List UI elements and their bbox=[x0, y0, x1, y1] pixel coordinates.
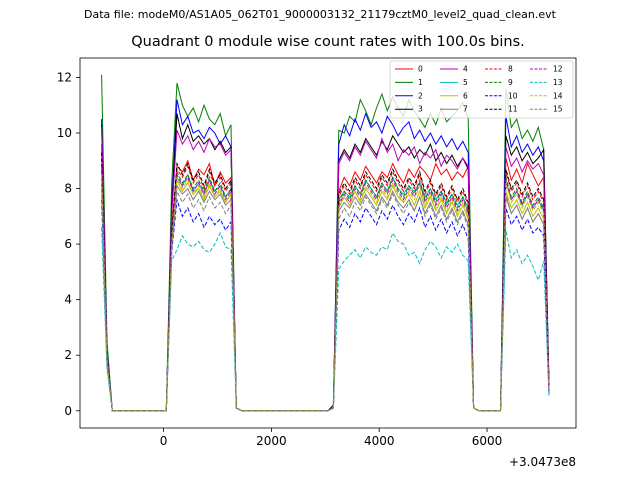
y-tick-label: 4 bbox=[64, 293, 72, 307]
series-line-1 bbox=[101, 74, 550, 412]
x-offset-label: +3.0473e8 bbox=[509, 455, 576, 469]
x-tick-label: 4000 bbox=[364, 434, 395, 448]
series-line-11 bbox=[101, 152, 550, 412]
x-axis: 0 2000 4000 6000 bbox=[160, 428, 503, 448]
legend-label: 12 bbox=[553, 65, 563, 74]
x-tick-label: 6000 bbox=[472, 434, 503, 448]
y-tick-label: 6 bbox=[64, 237, 72, 251]
legend-label: 5 bbox=[463, 78, 468, 87]
plot-lines bbox=[101, 74, 550, 412]
series-line-3 bbox=[101, 113, 550, 412]
legend-label: 9 bbox=[508, 78, 513, 87]
legend-box bbox=[389, 60, 574, 119]
y-tick-label: 0 bbox=[64, 404, 72, 418]
legend-label: 6 bbox=[463, 91, 468, 100]
y-tick-label: 8 bbox=[64, 182, 72, 196]
y-tick-label: 10 bbox=[57, 126, 72, 140]
chart-title: Quadrant 0 module wise count rates with … bbox=[131, 34, 525, 50]
series-line-15 bbox=[101, 188, 550, 412]
legend-label: 14 bbox=[553, 91, 563, 100]
axes-frame bbox=[79, 57, 577, 429]
x-tick-label: 0 bbox=[160, 434, 168, 448]
data-file-caption: Data file: modeM0/AS1A05_062T01_90000031… bbox=[84, 8, 556, 21]
series-line-4 bbox=[101, 127, 550, 412]
x-tick-label: 2000 bbox=[256, 434, 287, 448]
legend-label: 8 bbox=[508, 65, 513, 74]
legend-label: 13 bbox=[553, 78, 563, 87]
series-line-0 bbox=[101, 144, 550, 412]
legend-label: 0 bbox=[418, 65, 423, 74]
legend-label: 7 bbox=[463, 105, 468, 114]
y-axis: 0 2 4 6 8 10 12 bbox=[57, 70, 80, 418]
legend-label: 2 bbox=[418, 91, 423, 100]
legend-label: 1 bbox=[418, 78, 423, 87]
y-tick-label: 2 bbox=[64, 348, 72, 362]
legend-label: 10 bbox=[508, 91, 518, 100]
series-line-2 bbox=[101, 99, 550, 412]
legend-label: 4 bbox=[463, 65, 468, 74]
y-tick-label: 12 bbox=[57, 70, 72, 84]
legend-label: 15 bbox=[553, 105, 563, 114]
legend-label: 3 bbox=[418, 105, 423, 114]
series-line-14 bbox=[101, 174, 550, 412]
series-line-9 bbox=[101, 163, 550, 412]
legend-label: 11 bbox=[508, 105, 518, 114]
series-line-8 bbox=[101, 157, 550, 412]
